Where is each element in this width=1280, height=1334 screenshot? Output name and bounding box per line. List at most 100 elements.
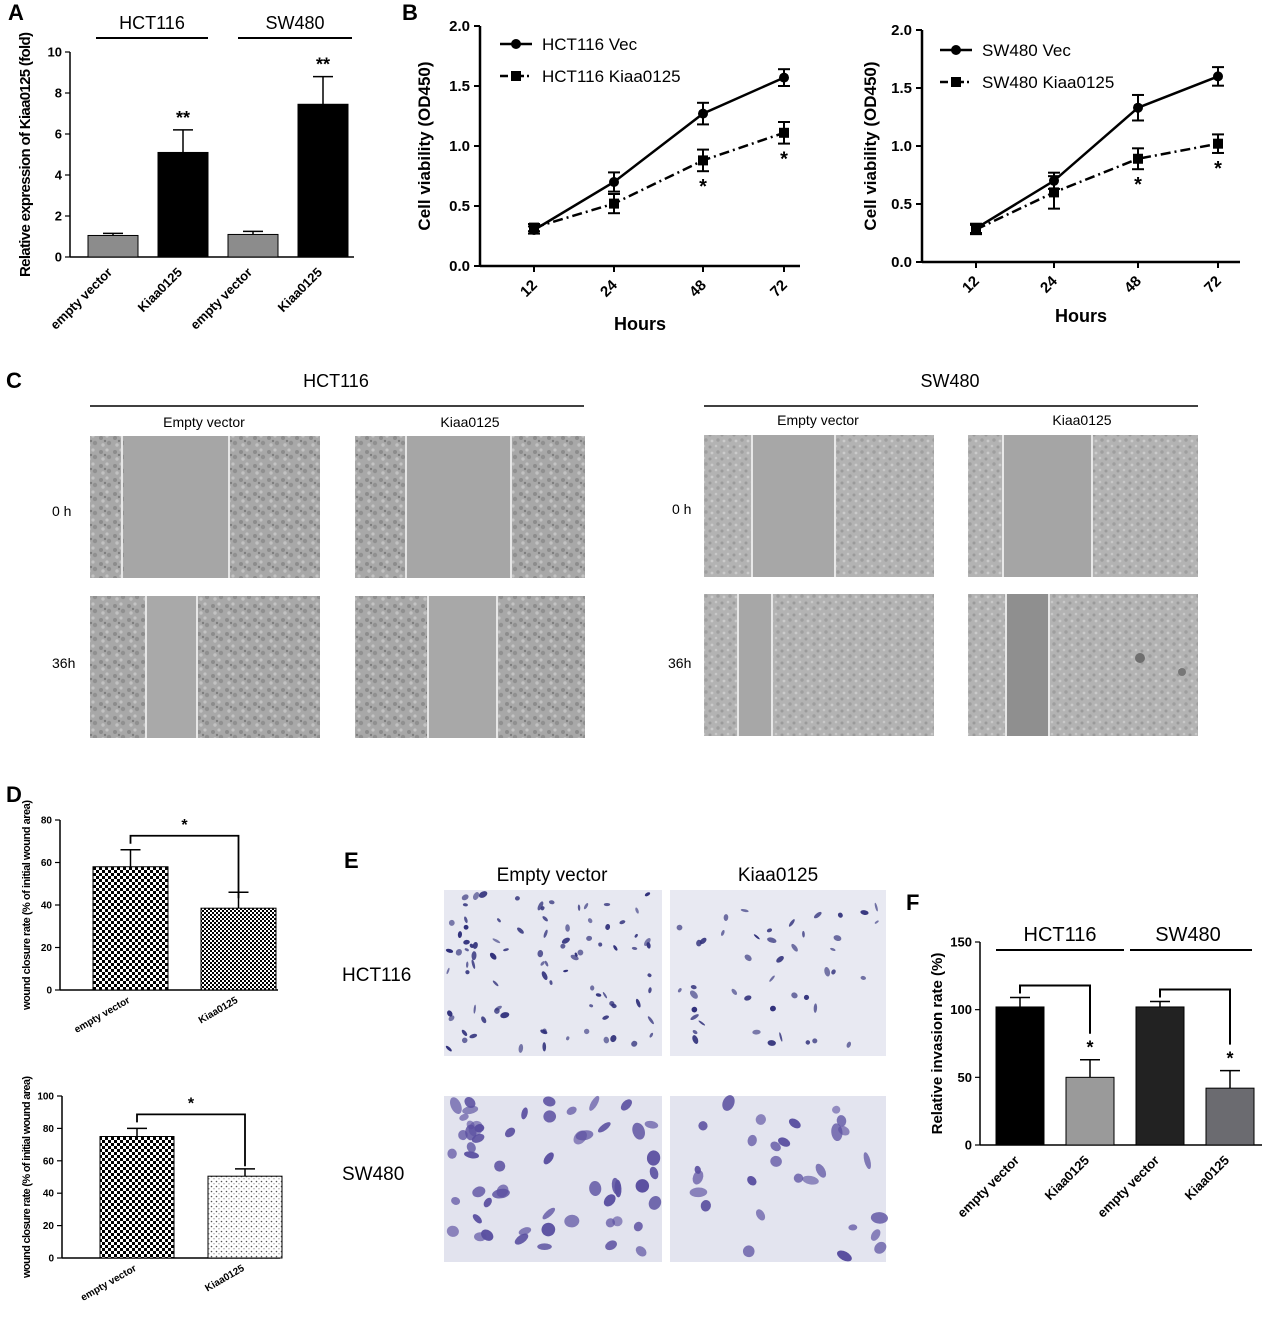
stained-cell (583, 1028, 590, 1035)
stained-cells (445, 891, 888, 1262)
stained-cell (589, 1004, 594, 1008)
stained-cell (472, 892, 480, 900)
stained-cell (744, 954, 752, 962)
stained-cell (469, 943, 474, 949)
stained-cell (791, 943, 798, 952)
panel-f-group-hct116: HCT116 (1024, 924, 1097, 946)
data-point (971, 224, 981, 235)
y-tick-label: 60 (43, 1156, 55, 1167)
y-tick-label: 2.0 (891, 22, 912, 39)
stained-cell (619, 920, 626, 925)
stained-cell (471, 951, 477, 961)
stained-cell (766, 928, 773, 933)
panel-c-col-kiaa-hct116: Kiaa0125 (440, 414, 499, 430)
x-category-label: empty vector (47, 265, 115, 333)
stained-cell (805, 1040, 811, 1045)
stained-cell (560, 943, 566, 949)
stained-cell (445, 948, 454, 953)
legend-marker (511, 39, 521, 49)
stained-cell (698, 1020, 706, 1026)
data-point (698, 155, 708, 166)
stained-cell (747, 1175, 757, 1186)
stained-cell (566, 1036, 570, 1041)
bar (995, 1006, 1045, 1146)
panel-e-row-sw480: SW480 (342, 1164, 404, 1185)
x-tick-label: 12 (959, 273, 983, 297)
y-tick-label: 40 (43, 1189, 55, 1200)
bar (157, 151, 209, 258)
stained-cell (874, 920, 879, 924)
legend-label: SW480 Vec (982, 41, 1071, 60)
stained-cell (837, 912, 843, 918)
y-tick-label: 150 (950, 935, 972, 950)
stained-cell (860, 910, 869, 915)
stained-cell (446, 967, 450, 975)
stained-cell (492, 938, 501, 944)
stained-cell (540, 961, 545, 966)
x-category-label: empty vector (954, 1153, 1022, 1221)
x-category-label: empty vector (1094, 1153, 1162, 1221)
stained-cell (602, 992, 608, 999)
y-tick-label: 20 (41, 943, 53, 954)
stained-cell (609, 1001, 615, 1006)
stained-cell (483, 1197, 492, 1208)
scratch-image-hct116-empty-36h (90, 596, 320, 738)
stained-cell (830, 947, 836, 952)
x-tick-label: 24 (1037, 272, 1061, 296)
stained-cell (610, 1034, 617, 1043)
panel-c-col-empty-hct116: Empty vector (163, 414, 245, 430)
stained-cell (561, 937, 570, 944)
y-tick-label: 0 (55, 250, 62, 265)
panel-e-row-hct116: HCT116 (342, 965, 411, 986)
x-category-label: empty vector (79, 1263, 139, 1304)
y-tick-label: 80 (41, 816, 53, 827)
panel-e-col-kiaa: Kiaa0125 (738, 865, 818, 886)
stained-cell (824, 966, 831, 977)
x-category-label: Kiaa0125 (203, 1263, 246, 1294)
stained-cell (812, 1038, 818, 1044)
significance-mark: * (188, 1095, 195, 1112)
bar (1135, 1006, 1185, 1146)
panel-c-row-0h-hct116: 0 h (52, 503, 71, 519)
stained-cell (767, 937, 777, 943)
panel-a-group-sw480: SW480 (265, 13, 324, 33)
stained-cell (542, 1042, 547, 1052)
stained-cell (466, 961, 469, 968)
stained-cell (752, 1029, 761, 1035)
legend-label: HCT116 Vec (542, 35, 638, 54)
y-tick-label: 1.0 (449, 138, 470, 155)
stained-cell (831, 1123, 843, 1142)
stained-cell (767, 1040, 776, 1046)
y-tick-label: 100 (950, 1002, 972, 1017)
y-tick-label: 0.5 (891, 196, 912, 213)
stained-cell (700, 1200, 711, 1212)
y-tick-label: 20 (43, 1221, 55, 1232)
stained-cell (720, 929, 725, 936)
y-tick-label: 0.0 (891, 254, 912, 271)
stained-cell (769, 975, 775, 982)
scratch-image-hct116-empty-0h (90, 436, 320, 578)
stained-cell (472, 941, 478, 949)
stained-cell (448, 1015, 455, 1022)
stained-cell (597, 1122, 611, 1133)
stained-cell (489, 952, 497, 960)
y-tick-label: 0 (48, 1254, 54, 1265)
stained-cell (788, 1118, 801, 1129)
y-tick-label: 8 (55, 86, 62, 101)
significance-mark: * (1086, 1038, 1093, 1058)
stained-cell (564, 1214, 580, 1228)
stained-cell (598, 942, 603, 947)
stained-cell (474, 1232, 487, 1242)
stained-cell (505, 1127, 516, 1138)
data-point (698, 108, 708, 119)
y-tick-label: 0 (46, 986, 52, 997)
stained-cell (692, 1170, 704, 1185)
stained-cell (649, 1032, 654, 1038)
stained-cell (832, 1105, 841, 1114)
stained-cell (648, 987, 652, 994)
stained-cell (689, 1187, 708, 1198)
stained-cell (755, 1209, 766, 1221)
series-line (975, 75, 1219, 230)
stained-cell (494, 1160, 506, 1172)
stained-cell (833, 935, 842, 942)
